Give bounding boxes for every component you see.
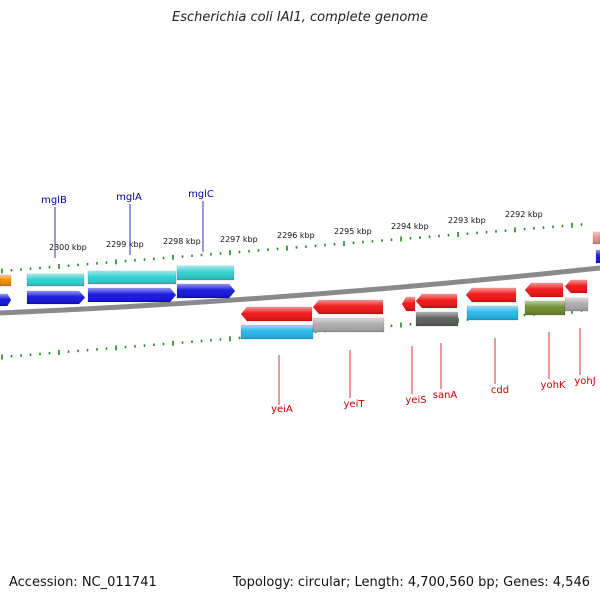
gene-feature-shade — [416, 312, 458, 326]
scale-label: 2300 kbp — [49, 243, 87, 252]
gene-feature-shade — [416, 294, 457, 308]
genome-backbone — [0, 265, 600, 316]
gene-feature-shade — [313, 318, 384, 332]
scale-label: 2294 kbp — [391, 222, 429, 231]
gene-features — [0, 231, 600, 340]
gene-feature-shade — [241, 307, 312, 321]
gene-label-bottom: yohJ — [574, 376, 595, 387]
gene-feature-shade — [313, 300, 383, 314]
gene-feature-shade — [596, 250, 600, 263]
gene-label-bottom: sanA — [433, 390, 458, 401]
accession-text: Accession: NC_011741 — [9, 575, 157, 590]
gene-feature-shade — [466, 288, 516, 302]
scale-label: 2298 kbp — [163, 237, 201, 246]
gene-label-top: mglC — [188, 189, 214, 200]
gene-feature-shade — [593, 232, 600, 244]
gene-label-bottom: yeiT — [344, 399, 366, 410]
scale-label: 2295 kbp — [334, 227, 372, 236]
gene-feature-shade — [0, 294, 11, 306]
gene-feature-shade — [467, 306, 518, 320]
gene-feature-shade — [565, 298, 588, 311]
gene-label-bottom: yeiS — [405, 395, 426, 406]
gene-label-bottom: yohK — [541, 380, 566, 391]
map-title: Escherichia coli IAI1, complete genome — [172, 10, 428, 25]
scale-label: 2299 kbp — [106, 240, 144, 249]
gene-feature-shade — [177, 284, 235, 298]
scale-labels: 2300 kbp 2299 kbp 2298 kbp 2297 kbp 2296 kbp… — [49, 210, 543, 252]
genome-info-text: Topology: circular; Length: 4,700,560 bp… — [232, 575, 590, 590]
gene-feature-shade — [525, 301, 565, 315]
gene-label-top: mglB — [41, 195, 67, 206]
gene-feature-shade — [27, 291, 85, 304]
scale-label: 2296 kbp — [277, 231, 315, 240]
gene-labels: mglB mglA mglC yeiA yeiT yeiS sanA cdd yohK yohJ — [41, 189, 596, 415]
gene-label-top: mglA — [116, 192, 142, 203]
gene-feature-shade — [402, 297, 415, 311]
gene-feature-shade — [27, 274, 84, 286]
gene-feature-shade — [88, 271, 176, 284]
scale-label: 2293 kbp — [448, 216, 486, 225]
gene-label-bottom: cdd — [491, 385, 509, 396]
gene-feature-shade — [0, 275, 11, 286]
gene-feature-shade — [88, 288, 176, 302]
scale-label: 2292 kbp — [505, 210, 543, 219]
gene-feature-shade — [241, 325, 313, 339]
gene-feature-shade — [177, 266, 234, 280]
gene-label-bottom: yeiA — [271, 404, 293, 415]
scale-ticks-top — [1, 222, 583, 274]
scale-label: 2297 kbp — [220, 235, 258, 244]
gene-feature-shade — [565, 280, 587, 293]
gene-feature-shade — [525, 283, 563, 297]
label-leaders — [54, 201, 581, 405]
